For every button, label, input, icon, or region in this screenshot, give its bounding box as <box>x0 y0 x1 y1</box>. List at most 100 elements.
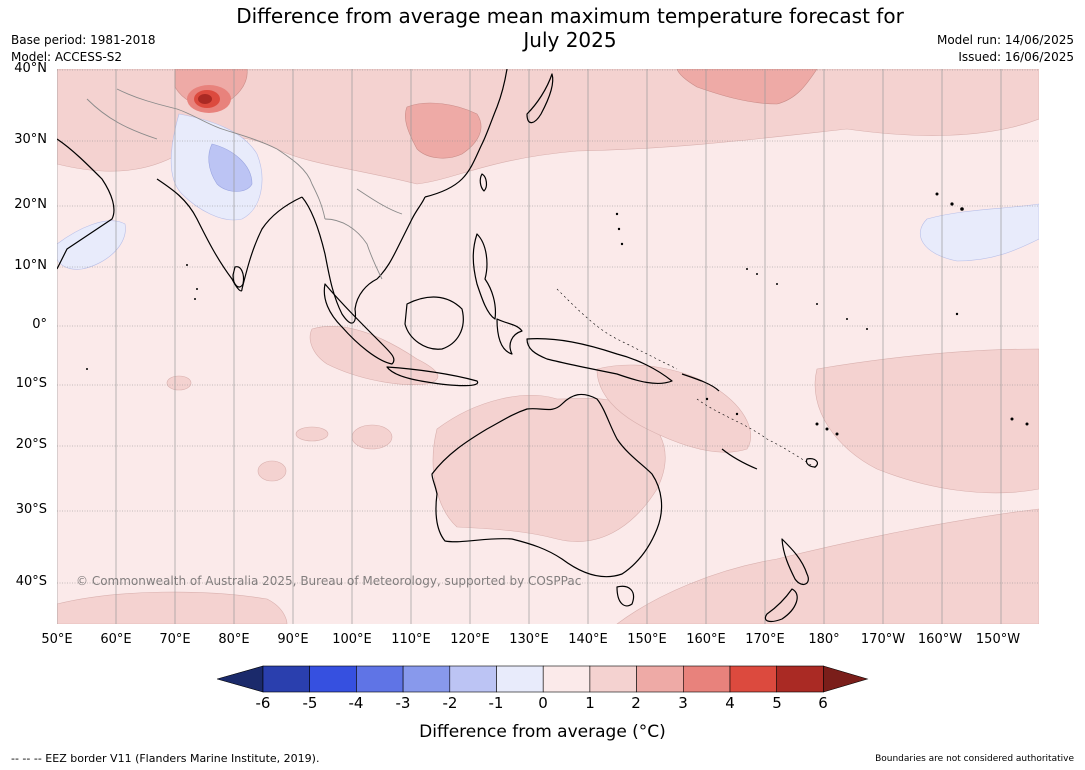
coast-se-asia <box>301 196 426 324</box>
issued-date: Issued: 16/06/2025 <box>958 50 1074 64</box>
lon-label-150e: 150°E <box>627 632 667 647</box>
colorbar-tick-1: 1 <box>585 694 595 712</box>
coast-solomons <box>681 373 720 392</box>
anomaly-1-2-sw-corner <box>57 591 288 624</box>
lon-label-160e: 160°E <box>686 632 726 647</box>
colorbar-segment <box>309 665 357 693</box>
lon-label-100e: 100°E <box>332 632 372 647</box>
colorbar-tick-2: 2 <box>631 694 641 712</box>
anomaly-1-2-australia <box>432 394 666 542</box>
coast-taiwan <box>479 173 488 192</box>
coast-sulawesi <box>496 318 523 355</box>
colorbar-extend-low <box>217 665 264 693</box>
lat-label-0: 0° <box>32 317 47 332</box>
chart-title: Difference from average mean maximum tem… <box>200 4 940 52</box>
lat-label-40s: 40°S <box>15 574 47 589</box>
copyright-credit: © Commonwealth of Australia 2025, Bureau… <box>76 574 582 588</box>
anomaly-cool-arabian <box>57 220 126 270</box>
colorbar-tick-6: 6 <box>818 694 828 712</box>
coast-nz-south <box>764 588 798 623</box>
coast-sumatra <box>323 283 395 365</box>
coast-java <box>386 366 479 387</box>
colorbar-segment <box>589 665 637 693</box>
title-line-2: July 2025 <box>523 28 617 52</box>
lat-label-40n: 40°N <box>14 61 47 76</box>
model-run-date: Model run: 14/06/2025 <box>936 33 1074 47</box>
lat-label-10n: 10°N <box>14 258 47 273</box>
eez-footnote: -- -- -- EEZ border V11 (Flanders Marine… <box>11 752 320 765</box>
pacific-islands <box>86 192 1029 436</box>
lat-label-20s: 20°S <box>15 437 47 452</box>
run-info-right: Model run: 14/06/2025 Issued: 16/06/2025 <box>937 32 1074 66</box>
colorbar-tick-m4: -4 <box>348 694 364 712</box>
coast-india <box>156 178 303 292</box>
lon-label-70e: 70°E <box>159 632 191 647</box>
colorbar-tick-0: 0 <box>538 694 548 712</box>
boundaries-disclaimer: Boundaries are not considered authoritat… <box>875 754 1074 764</box>
colorbar-segment <box>496 665 544 693</box>
colorbar-tick-3: 3 <box>678 694 688 712</box>
coast-arabia <box>57 138 115 270</box>
colorbar-segment <box>449 665 497 693</box>
lon-label-180: 180° <box>808 632 840 647</box>
coast-borneo <box>404 296 464 350</box>
lon-label-140e: 140°E <box>568 632 608 647</box>
lon-label-90e: 90°E <box>277 632 309 647</box>
colorbar-segments <box>217 665 869 693</box>
eez-borders <box>556 288 818 470</box>
colorbar-tick-m5: -5 <box>302 694 318 712</box>
lon-label-80e: 80°E <box>218 632 250 647</box>
forecast-map: © Commonwealth of Australia 2025, Bureau… <box>57 69 1039 624</box>
lon-label-120e: 120°E <box>450 632 490 647</box>
graticule <box>57 69 1039 584</box>
lon-label-110e: 110°E <box>391 632 431 647</box>
colorbar-tick-m2: -2 <box>442 694 458 712</box>
title-line-1: Difference from average mean maximum tem… <box>236 4 904 28</box>
lon-label-170e: 170°E <box>745 632 785 647</box>
coast-nz-north <box>781 538 809 586</box>
colorbar-segment <box>356 665 404 693</box>
anomaly-5-6-spot <box>198 94 212 104</box>
coast-sri-lanka <box>232 266 245 288</box>
coast-japan <box>526 73 554 124</box>
colorbar-tick-m6: -6 <box>255 694 271 712</box>
lon-label-60e: 60°E <box>100 632 132 647</box>
base-period: Base period: 1981-2018 <box>11 33 156 47</box>
colorbar-tick-4: 4 <box>725 694 735 712</box>
colorbar-segment <box>402 665 451 693</box>
colorbar-tick-m1: -1 <box>488 694 504 712</box>
anomaly-1-2-patch-d <box>166 375 192 391</box>
anomaly-2-3-north <box>676 69 818 105</box>
colorbar-tick-5: 5 <box>772 694 782 712</box>
colorbar-segment <box>636 665 684 693</box>
anomaly-1-2-tasman <box>616 508 1039 624</box>
meridians <box>57 69 1002 624</box>
run-info-left: Base period: 1981-2018 Model: ACCESS-S2 <box>11 32 156 66</box>
anomaly-1-2-patch-c <box>351 424 393 450</box>
lon-label-150w: 150°W <box>975 632 1021 647</box>
coastlines <box>57 69 819 623</box>
colorbar-segment <box>729 665 778 693</box>
colorbar-extend-high <box>823 665 869 693</box>
colorbar <box>217 665 869 693</box>
colorbar-label: Difference from average (°C) <box>419 722 666 742</box>
colorbar-segment <box>682 665 731 693</box>
lat-label-30s: 30°S <box>15 502 47 517</box>
anomaly-1-2-patch-b <box>295 426 329 442</box>
lat-label-30n: 30°N <box>14 132 47 147</box>
anomaly-1-2-coral-sea <box>596 364 751 453</box>
colorbar-segment <box>776 665 824 693</box>
anomaly-cooler-india <box>208 143 253 192</box>
anomaly-1-2-pacific-east <box>814 348 1039 494</box>
coast-new-caledonia <box>721 448 758 470</box>
colorbar-segment <box>262 665 311 693</box>
model-name: Model: ACCESS-S2 <box>11 50 123 64</box>
coast-philippines <box>472 233 497 320</box>
country-borders <box>86 88 403 280</box>
lon-label-130e: 130°E <box>509 632 549 647</box>
lat-label-20n: 20°N <box>14 197 47 212</box>
coast-china <box>424 69 508 198</box>
colorbar-segment <box>542 665 591 693</box>
map-canvas <box>57 69 1039 624</box>
coast-australia <box>431 393 663 578</box>
